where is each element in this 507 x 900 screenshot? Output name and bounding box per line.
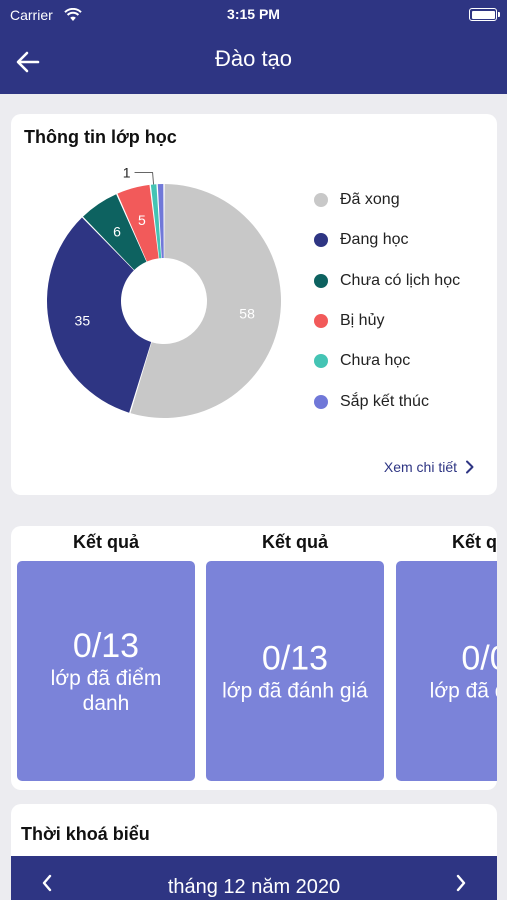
status-bar: Carrier 3:15 PM bbox=[0, 0, 507, 30]
class-status-donut-chart: 58 35 6 5 1 bbox=[46, 165, 281, 418]
class-info-title: Thông tin lớp học bbox=[24, 127, 177, 147]
chevron-right-icon[interactable] bbox=[455, 874, 467, 892]
battery-tip bbox=[498, 12, 500, 17]
result-value: 0/13 bbox=[72, 627, 140, 665]
battery-icon bbox=[469, 8, 497, 21]
result-tile-third[interactable]: 0/0 lớp đã điểm bbox=[396, 561, 497, 781]
result-label: lớp đã đánh giá bbox=[222, 679, 368, 703]
chevron-left-icon[interactable] bbox=[41, 874, 53, 892]
results-card: Kết quả 0/13 lớp đã điểm danh Kết quả 0/… bbox=[11, 526, 497, 790]
legend-label: Chưa có lịch học bbox=[340, 271, 461, 289]
legend-item: Đang học bbox=[314, 220, 460, 260]
legend-item: Chưa học bbox=[314, 341, 460, 381]
timetable-card: Thời khoá biểu tháng 12 năm 2020 bbox=[11, 804, 497, 900]
result-label: lớp đã điểm bbox=[429, 679, 497, 703]
result-heading: Kết quả bbox=[261, 532, 328, 552]
legend-dot bbox=[314, 354, 328, 369]
carrier-label: Carrier bbox=[10, 7, 53, 23]
legend-dot bbox=[314, 273, 328, 288]
donut-slice bbox=[150, 184, 162, 259]
donut-slice bbox=[83, 194, 147, 270]
result-label: lớp đã điểm danh bbox=[50, 667, 162, 715]
slice-value-label: 35 bbox=[75, 313, 91, 329]
slice-leader-line bbox=[134, 172, 155, 185]
legend-item: Sắp kết thúc bbox=[314, 381, 460, 421]
timetable-title: Thời khoá biểu bbox=[21, 824, 150, 844]
legend-dot bbox=[314, 233, 328, 248]
donut-slice bbox=[157, 184, 164, 259]
nav-bar: Đào tạo bbox=[0, 30, 507, 94]
month-selector: tháng 12 năm 2020 bbox=[11, 856, 497, 900]
wifi-icon bbox=[64, 8, 82, 21]
donut-slice bbox=[46, 217, 152, 413]
legend-dot bbox=[314, 314, 328, 329]
legend-item: Bị hủy bbox=[314, 301, 460, 341]
slice-value-label: 58 bbox=[239, 305, 255, 321]
result-value: 0/0 bbox=[461, 639, 497, 678]
result-tile-attendance[interactable]: 0/13 lớp đã điểm danh bbox=[17, 561, 195, 781]
chart-legend: Đã xong Đang học Chưa có lịch học Bị hủy Chư… bbox=[314, 180, 460, 422]
back-arrow-icon[interactable] bbox=[14, 48, 42, 76]
page-title: Đào tạo bbox=[214, 46, 293, 71]
donut-slice bbox=[117, 184, 159, 262]
legend-label: Chưa học bbox=[340, 352, 411, 370]
slice-value-label: 1 bbox=[123, 165, 131, 181]
result-heading: Kết quả bbox=[451, 532, 497, 552]
result-value: 0/13 bbox=[261, 639, 329, 678]
legend-dot bbox=[314, 394, 328, 409]
clock: 3:15 PM bbox=[227, 6, 280, 22]
legend-dot bbox=[314, 193, 328, 208]
legend-item: Chưa có lịch học bbox=[314, 261, 460, 301]
result-tile-evaluation[interactable]: 0/13 lớp đã đánh giá bbox=[206, 561, 384, 781]
legend-item: Đã xong bbox=[314, 180, 460, 220]
view-details-label: Xem chi tiết bbox=[383, 459, 457, 475]
month-label: tháng 12 năm 2020 bbox=[167, 876, 341, 898]
result-heading: Kết quả bbox=[72, 532, 139, 552]
legend-label: Đã xong bbox=[340, 191, 400, 209]
legend-label: Bị hủy bbox=[340, 312, 385, 330]
chevron-right-icon bbox=[466, 460, 474, 474]
donut-slice bbox=[130, 184, 281, 418]
legend-label: Đang học bbox=[340, 231, 409, 249]
legend-label: Sắp kết thúc bbox=[340, 392, 429, 410]
class-info-card: Thông tin lớp học 58 35 6 5 1 Đã xong Đang họ… bbox=[11, 114, 497, 495]
slice-value-label: 5 bbox=[138, 212, 146, 228]
slice-value-label: 6 bbox=[113, 223, 121, 239]
view-details-link[interactable]: Xem chi tiết bbox=[384, 459, 475, 475]
